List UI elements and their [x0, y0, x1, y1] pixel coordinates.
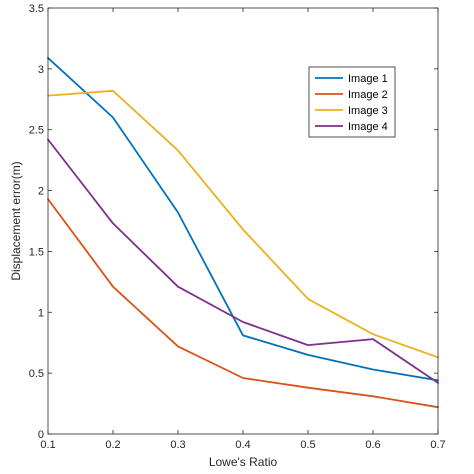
y-tick-label: 0 [38, 429, 44, 441]
y-axis-title: Displacement error(m) [9, 161, 23, 280]
y-tick-label: 1 [38, 307, 44, 319]
x-axis-title: Lowe's Ratio [209, 455, 278, 469]
x-tick-label: 0.4 [235, 439, 250, 451]
series-line-image-1 [47, 57, 439, 382]
series-layer [47, 57, 439, 409]
series-line-image-4 [47, 138, 439, 384]
x-tick-label: 0.5 [300, 439, 315, 451]
legend-label-image-4: Image 4 [348, 121, 388, 133]
legend-label-image-2: Image 2 [348, 89, 388, 101]
series-line-image-3 [47, 89, 439, 359]
x-tick-label: 0.1 [40, 439, 55, 451]
y-tick-label: 3.5 [29, 3, 44, 15]
x-tick-label: 0.6 [365, 439, 380, 451]
series-line-image-2 [47, 198, 439, 409]
x-tick-label: 0.7 [430, 439, 445, 451]
axes-layer: 0.1 0.2 0.3 0.4 0.5 0.6 0.7 0 0.5 1 1.5 2 2.5 3 3.5 [29, 3, 446, 451]
y-tick-label: 3 [38, 64, 44, 76]
legend: Image 1 Image 2 Image 3 Image 4 [308, 66, 396, 138]
y-tick-label: 2 [38, 186, 44, 198]
y-tick-label: 1.5 [29, 246, 44, 258]
legend-label-image-3: Image 3 [348, 105, 388, 117]
x-tick-label: 0.2 [105, 439, 120, 451]
y-tick-label: 2.5 [29, 125, 44, 137]
x-tick-label: 0.3 [170, 439, 185, 451]
legend-label-image-1: Image 1 [348, 73, 388, 85]
y-tick-label: 0.5 [29, 368, 44, 380]
